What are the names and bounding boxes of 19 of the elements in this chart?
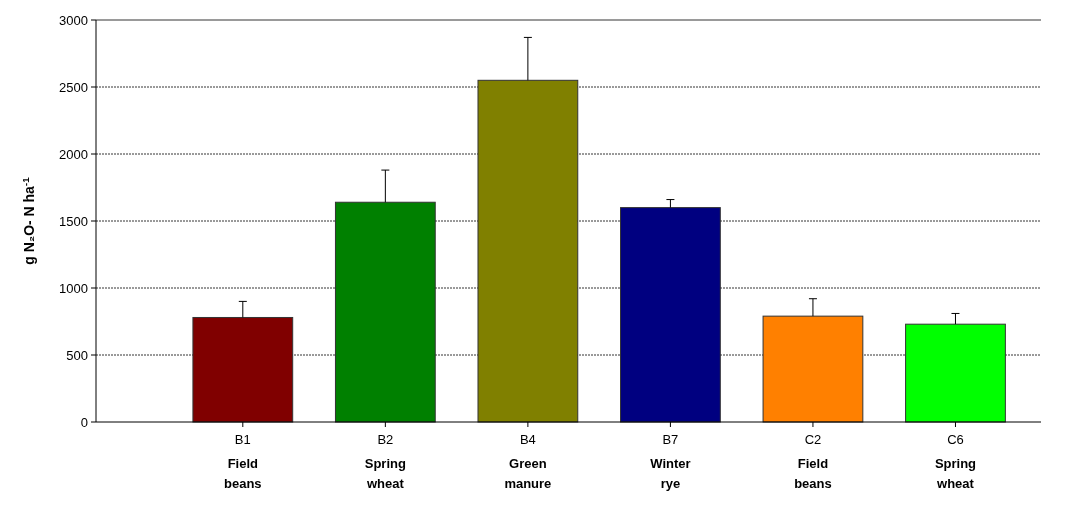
x-tick-label: B2 Spring wheat: [364, 432, 406, 491]
bar: [762, 315, 864, 423]
x-tick-label: C2 Field beans: [794, 432, 832, 491]
y-tick-label: 1500: [59, 213, 88, 229]
y-tick-label: 2000: [59, 146, 88, 162]
x-tick-label: B1 Field beans: [224, 432, 262, 491]
y-tick-label: 3000: [59, 12, 88, 28]
y-tick-label: 500: [66, 347, 88, 363]
bar: [477, 79, 579, 423]
x-tick-label: B4 Green manure: [504, 432, 552, 491]
x-tick-label: C6 Spring wheat: [934, 432, 977, 491]
x-tick-label: B7 Winter rye: [650, 432, 691, 491]
y-tick-label: 2500: [59, 79, 88, 95]
bar: [334, 201, 436, 423]
bar: [620, 207, 721, 423]
bar: [905, 323, 1006, 423]
bar: [192, 316, 294, 423]
y-tick-label: 0: [80, 414, 88, 430]
y-tick-label: 1000: [59, 280, 88, 296]
